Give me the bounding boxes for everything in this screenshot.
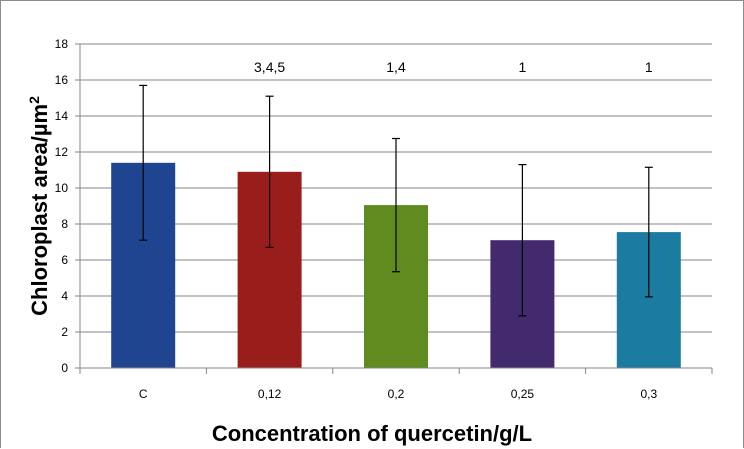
x-tick-label: 0,12 — [258, 387, 282, 401]
y-tick-labels: 0 2 4 6 8 10 12 14 16 18 — [55, 37, 69, 375]
significance-annotations: 3,4,5 1,4 1 1 — [254, 59, 653, 75]
y-tick-label: 18 — [55, 37, 69, 51]
x-axis-label: Concentration of quercetin/g/L — [212, 421, 532, 446]
x-tick-labels: C 0,12 0,2 0,25 0,3 — [139, 387, 658, 401]
y-tick-label: 10 — [55, 181, 69, 195]
error-bars — [139, 84, 653, 317]
x-tick-label: 0,3 — [640, 387, 657, 401]
y-tick-label: 2 — [61, 325, 68, 339]
significance-label: 1 — [645, 59, 653, 75]
significance-label: 1 — [519, 59, 527, 75]
x-tick-label: 0,25 — [511, 387, 535, 401]
y-tick-label: 14 — [55, 109, 69, 123]
significance-label: 1,4 — [386, 59, 406, 75]
y-tick-label: 12 — [55, 145, 69, 159]
x-tick-label: C — [139, 387, 148, 401]
y-tick-label: 0 — [61, 361, 68, 375]
y-tick-label: 6 — [61, 253, 68, 267]
y-tick-label: 4 — [61, 289, 68, 303]
axes — [75, 43, 713, 374]
y-axis-label: Chloroplast area/µm2 — [26, 96, 52, 316]
y-tick-label: 16 — [55, 73, 69, 87]
y-tick-label: 8 — [61, 217, 68, 231]
x-tick-label: 0,2 — [388, 387, 405, 401]
significance-label: 3,4,5 — [254, 59, 285, 75]
